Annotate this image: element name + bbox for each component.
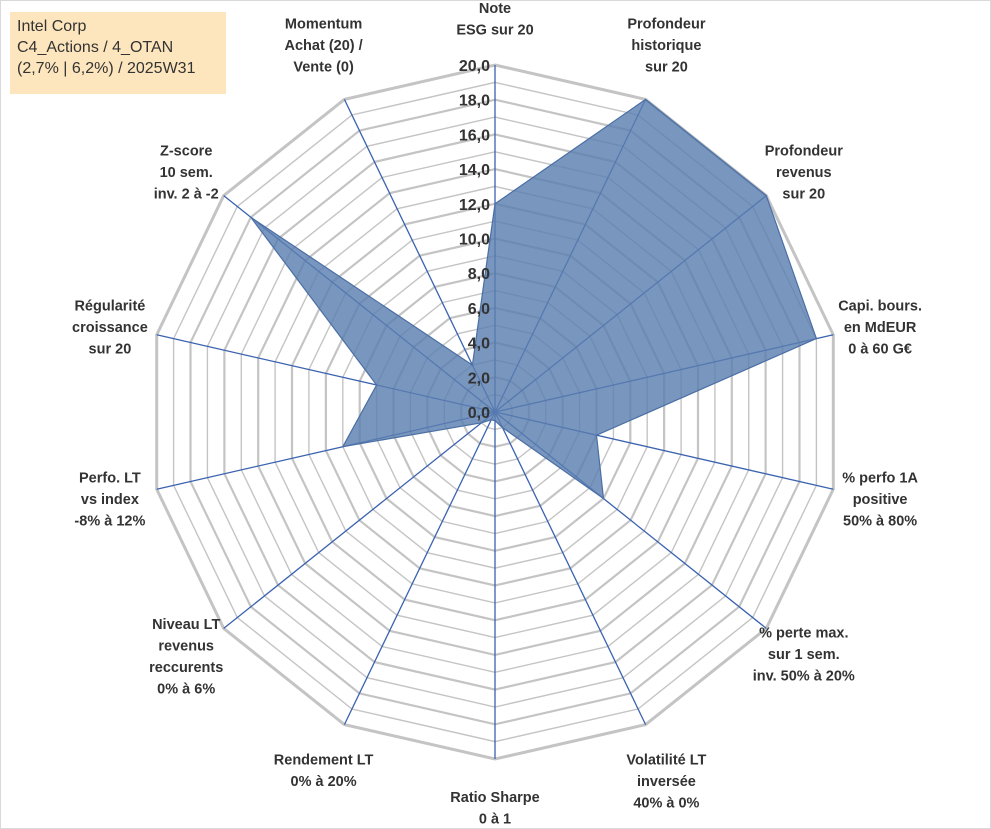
axis-label-line: reccurents [149,660,223,676]
axis-spoke [494,411,647,725]
axis-label: Momentum Achat (20) / Vente (0) [285,17,363,76]
axis-label-line: -8% à 12% [74,514,145,530]
axis-label: Profondeur historique sur 20 [627,17,705,76]
axis-label: Z-score 10 sem. inv. 2 à -2 [154,143,219,202]
axis-label-line: positive [853,492,908,508]
series-layer [250,98,818,500]
axis-label: Ratio Sharpe 0 à 1 [450,790,539,828]
tick-label: 6,0 [468,301,490,318]
axis-label-line: sur 1 sem. [768,647,840,663]
axis-labels: Note ESG sur 20 Profondeur historique sur 20… [72,1,922,828]
axis-label-line: 0 à 1 [479,811,511,827]
axis-label-line: 0 à 60 G€ [848,342,912,358]
tick-label: 0,0 [468,405,490,422]
axis-label-line: Achat (20) / [285,38,363,54]
axis-label: Rendement LT 0% à 20% [274,752,374,790]
axis-label-line: % perfo 1A [842,471,918,487]
tick-label: 16,0 [459,127,490,144]
axis-label-line: Vente (0) [293,60,354,76]
axis-label-line: inv. 2 à -2 [154,186,219,202]
axis-label: % perte max. sur 1 sem. inv. 50% à 20% [753,626,855,685]
tick-label: 20,0 [459,58,490,75]
axis-label-line: Niveau LT [152,617,220,633]
axis-spoke [223,411,496,629]
axis-spoke [343,411,496,725]
axis-label-line: Rendement LT [274,752,374,768]
axis-label-line: 40% à 0% [633,795,699,811]
axis-label: Niveau LT revenus reccurents 0% à 6% [149,617,223,698]
axis-label: Capi. bours. en MdEUR 0 à 60 G€ [838,299,922,358]
axis-label-line: Profondeur [627,17,705,33]
axis-label-line: Note [479,1,511,17]
axis-label-line: ESG sur 20 [456,22,533,38]
axis-label: Profondeur revenus sur 20 [765,143,843,202]
axis-label: Régularité croissance sur 20 [72,299,148,358]
axis-label-line: revenus [158,638,214,654]
axis-label-line: inv. 50% à 20% [753,669,855,685]
axis-label-line: 50% à 80% [843,514,917,530]
axis-label-line: Volatilité LT [626,752,706,768]
info-company: Intel Corp [17,18,87,35]
axis-label-line: revenus [776,165,832,181]
axis-label-line: Z-score [160,143,212,159]
tick-label: 4,0 [468,336,490,353]
axis-label-line: vs index [81,492,139,508]
axis-label-line: Profondeur [765,143,843,159]
tick-label: 8,0 [468,266,490,283]
tick-label: 12,0 [459,197,490,214]
axis-label-line: 0% à 6% [157,681,215,697]
axis-label: Volatilité LT inversée 40% à 0% [626,752,706,811]
axis-label-line: Perfo. LT [79,471,141,487]
axis-label-line: 10 sem. [160,165,213,181]
axis-label-line: Régularité [74,299,145,315]
axis-label-line: sur 20 [645,60,688,76]
tick-label: 18,0 [459,93,490,110]
info-period: (2,7% | 6,2%) / 2025W31 [17,60,196,77]
info-box: Intel Corp C4_Actions / 4_OTAN (2,7% | 6… [10,12,226,94]
tick-labels: 0,0 2,0 4,0 6,0 8,0 10,0 12,0 14,0 16,0 18,0 20,0 [459,58,490,422]
axis-label-line: en MdEUR [844,320,917,336]
axis-spoke [343,99,496,413]
axis-label-line: historique [631,38,701,54]
axis-label: Note ESG sur 20 [456,1,533,38]
tick-label: 2,0 [468,370,490,387]
tick-label: 10,0 [459,232,490,249]
axis-label-line: Capi. bours. [838,299,922,315]
axis-label-line: % perte max. [759,626,848,642]
tick-label: 14,0 [459,162,490,179]
axis-label-line: Momentum [285,17,362,33]
axis-label-line: sur 20 [782,186,825,202]
axis-label-line: inversée [637,774,696,790]
axis-label: % perfo 1A positive 50% à 80% [842,471,918,530]
axis-label-line: sur 20 [89,342,132,358]
axis-label-line: croissance [72,320,148,336]
axis-label-line: 0% à 20% [291,774,357,790]
axis-label-line: Ratio Sharpe [450,790,539,806]
axis-label: Perfo. LT vs index -8% à 12% [74,471,145,530]
info-category: C4_Actions / 4_OTAN [17,39,174,56]
